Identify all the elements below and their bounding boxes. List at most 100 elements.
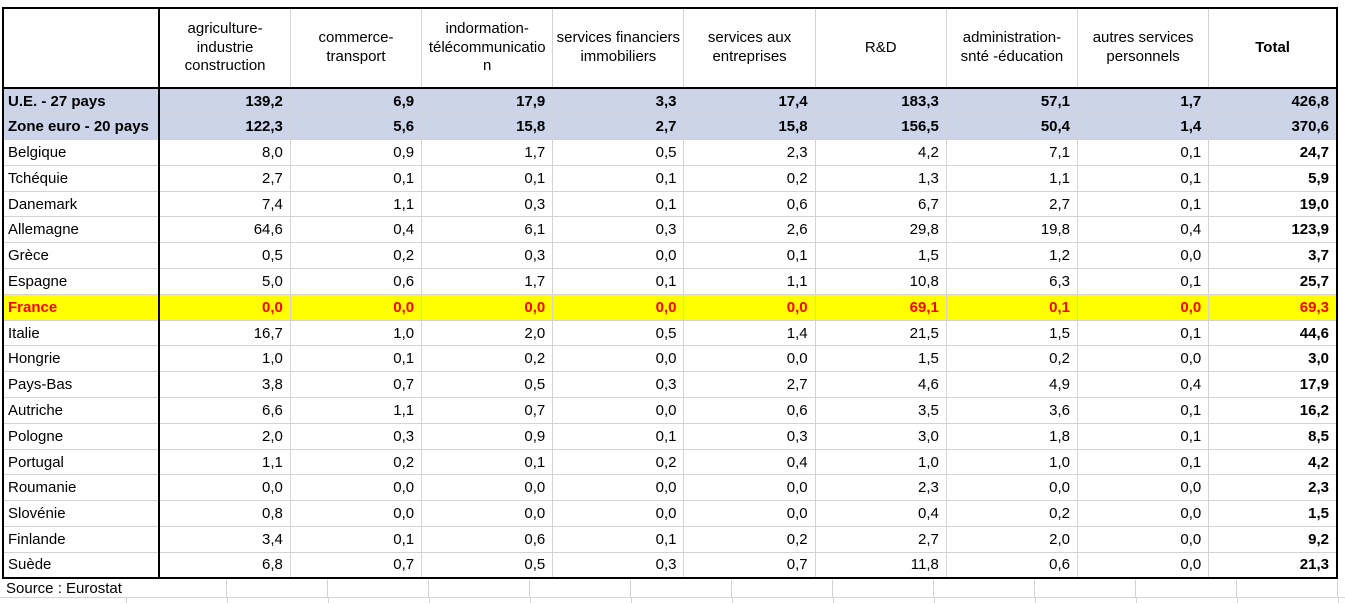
data-cell: 1,7 (1077, 87, 1210, 115)
data-cell: 4,9 (945, 371, 1079, 399)
data-cell: 0,7 (683, 551, 816, 579)
total-cell: 3,7 (1208, 242, 1338, 270)
data-cell: 1,4 (683, 319, 816, 347)
data-cell: 139,2 (158, 87, 291, 115)
data-cell: 0,0 (1077, 345, 1210, 373)
table-row: Grèce 0,5 0,2 0,3 0,0 0,1 1,5 1,2 0,0 3,7 (2, 242, 1338, 270)
data-cell: 0,6 (289, 268, 423, 295)
column-header: indormation-télécommunication (421, 7, 554, 89)
data-cell: 10,8 (814, 268, 947, 295)
data-cell: 0,1 (289, 164, 423, 192)
data-cell: 0,7 (289, 371, 423, 399)
data-cell: 0,1 (1077, 139, 1210, 166)
data-cell: 5,0 (158, 268, 291, 295)
data-cell: 1,5 (945, 319, 1079, 347)
data-cell: 69,1 (814, 293, 947, 321)
column-header: autres services personnels (1077, 7, 1210, 89)
row-label: Suède (2, 551, 161, 579)
data-cell: 0,4 (1077, 216, 1210, 244)
total-cell: 24,7 (1208, 139, 1338, 166)
row-label: Hongrie (2, 345, 161, 373)
row-label: Pologne (2, 422, 161, 450)
data-cell: 1,1 (683, 268, 816, 295)
source-note: Source : Eurostat (6, 580, 122, 597)
total-cell: 5,9 (1208, 164, 1338, 192)
data-cell: 0,1 (945, 293, 1079, 321)
data-cell: 2,6 (683, 216, 816, 244)
data-cell: 0,1 (683, 242, 816, 270)
data-cell: 6,7 (814, 190, 947, 218)
data-cell: 3,6 (945, 397, 1079, 424)
data-cell: 1,0 (158, 345, 291, 373)
total-cell: 123,9 (1208, 216, 1338, 244)
row-label: Portugal (2, 448, 161, 476)
column-header: agriculture-industrie construction (158, 7, 291, 89)
data-cell: 17,9 (421, 87, 554, 115)
data-cell: 7,4 (158, 190, 291, 218)
data-cell: 0,3 (421, 190, 554, 218)
data-cell: 2,7 (552, 113, 685, 141)
data-cell: 1,1 (158, 448, 291, 476)
data-cell: 3,8 (158, 371, 291, 399)
data-cell: 0,1 (552, 422, 685, 450)
data-cell: 17,4 (683, 87, 816, 115)
data-cell: 0,2 (945, 500, 1079, 528)
data-cell: 0,0 (1077, 474, 1210, 502)
table-row-highlighted: France 0,0 0,0 0,0 0,0 0,0 69,1 0,1 0,0 69,3 (2, 293, 1338, 321)
data-cell: 1,0 (814, 448, 947, 476)
data-cell: 1,3 (814, 164, 947, 192)
row-label: Roumanie (2, 474, 161, 502)
data-cell: 0,2 (945, 345, 1079, 373)
data-cell: 6,3 (945, 268, 1079, 295)
data-cell: 0,6 (683, 397, 816, 424)
data-cell: 0,5 (421, 551, 554, 579)
total-cell: 69,3 (1208, 293, 1338, 321)
data-cell: 0,0 (683, 474, 816, 502)
data-cell: 0,0 (1077, 500, 1210, 528)
row-label: Belgique (2, 139, 161, 166)
data-cell: 6,8 (158, 551, 291, 579)
table-row: Espagne 5,0 0,6 1,7 0,1 1,1 10,8 6,3 0,1 25,7 (2, 268, 1338, 295)
data-cell: 1,5 (814, 345, 947, 373)
data-cell: 2,7 (814, 526, 947, 553)
data-cell: 0,4 (289, 216, 423, 244)
data-cell: 0,1 (1077, 319, 1210, 347)
data-cell: 19,8 (945, 216, 1079, 244)
data-cell: 0,1 (289, 345, 423, 373)
data-cell: 1,1 (945, 164, 1079, 192)
row-label: France (2, 293, 161, 321)
data-cell: 0,5 (552, 319, 685, 347)
data-cell: 0,1 (289, 526, 423, 553)
data-cell: 0,1 (1077, 268, 1210, 295)
data-cell: 0,1 (1077, 422, 1210, 450)
row-label: Finlande (2, 526, 161, 553)
data-cell: 0,9 (421, 422, 554, 450)
data-cell: 0,4 (683, 448, 816, 476)
data-cell: 1,7 (421, 139, 554, 166)
data-cell: 0,0 (683, 345, 816, 373)
data-cell: 0,2 (683, 526, 816, 553)
data-cell: 0,0 (289, 293, 423, 321)
data-cell: 0,7 (421, 397, 554, 424)
data-cell: 2,0 (945, 526, 1079, 553)
data-cell: 1,4 (1077, 113, 1210, 141)
data-cell: 50,4 (945, 113, 1079, 141)
data-cell: 0,0 (552, 345, 685, 373)
data-cell: 0,1 (552, 190, 685, 218)
data-cell: 156,5 (814, 113, 947, 141)
data-cell: 0,2 (289, 242, 423, 270)
below-table-gridlines (126, 580, 1345, 597)
data-cell: 2,7 (683, 371, 816, 399)
data-cell: 0,0 (1077, 551, 1210, 579)
data-cell: 0,3 (289, 422, 423, 450)
data-table: agriculture-industrie construction commer… (2, 7, 1338, 580)
table-row: Slovénie 0,8 0,0 0,0 0,0 0,0 0,4 0,2 0,0 1,5 (2, 500, 1338, 528)
data-cell: 0,1 (1077, 397, 1210, 424)
data-cell: 2,7 (945, 190, 1079, 218)
data-cell: 3,3 (552, 87, 685, 115)
data-cell: 0,5 (158, 242, 291, 270)
data-cell: 0,2 (421, 345, 554, 373)
data-cell: 1,1 (289, 190, 423, 218)
column-header: services financiers immobiliers (552, 7, 685, 89)
table-row: Zone euro - 20 pays 122,3 5,6 15,8 2,7 15,8 15… (2, 113, 1338, 141)
